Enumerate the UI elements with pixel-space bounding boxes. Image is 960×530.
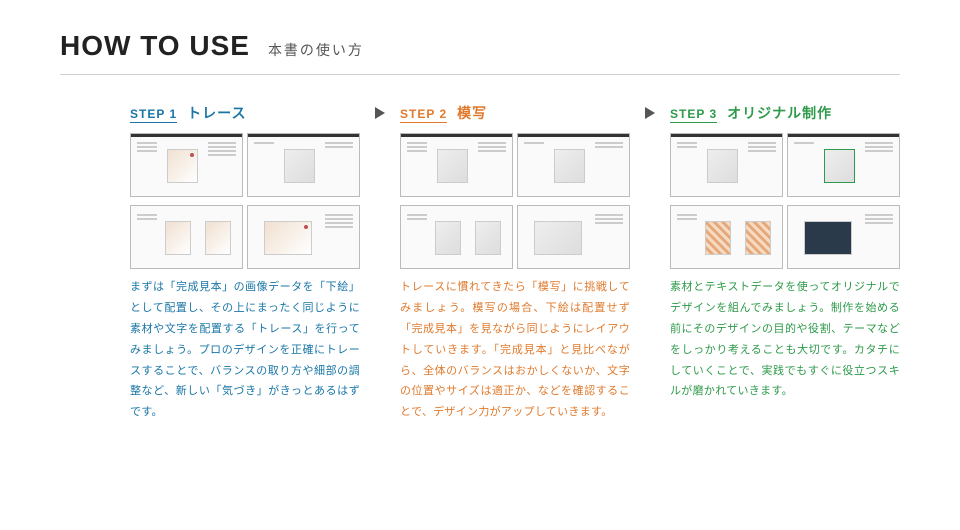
thumb: [517, 133, 630, 197]
header-title-en: HOW TO USE: [60, 30, 250, 62]
thumb: [517, 205, 630, 269]
page-header: HOW TO USE 本書の使い方: [60, 30, 900, 62]
header-title-jp: 本書の使い方: [268, 40, 364, 60]
step-1-desc: まずは「完成見本」の画像データを「下絵」として配置し、その上にまったく同じように…: [130, 277, 360, 423]
thumb: [130, 133, 243, 197]
step-2-thumbs-top: [400, 133, 630, 197]
arrow-icon: [645, 107, 655, 119]
step-3-title: オリジナル制作: [727, 103, 832, 123]
step-3-thumbs-bottom: [670, 205, 900, 269]
step-2-thumbs-bottom: [400, 205, 630, 269]
thumb: [247, 133, 360, 197]
step-2-title: 模写: [457, 103, 487, 123]
step-3-head: STEP 3 オリジナル制作: [670, 103, 900, 123]
thumb: [787, 205, 900, 269]
thumb: [400, 133, 513, 197]
header-rule: [60, 74, 900, 75]
thumb: [670, 205, 783, 269]
step-2-head: STEP 2 模写: [400, 103, 630, 123]
step-1-title: トレース: [187, 103, 246, 123]
step-1: STEP 1 トレース: [130, 103, 360, 423]
arrow-icon: [375, 107, 385, 119]
step-3-tag: STEP 3: [670, 107, 717, 123]
arrow-2: [630, 103, 670, 119]
step-2-desc: トレースに慣れてきたら「模写」に挑戦してみましょう。模写の場合、下絵は配置せず「…: [400, 277, 630, 423]
step-3: STEP 3 オリジナル制作: [670, 103, 900, 402]
thumb: [670, 133, 783, 197]
step-1-thumbs-bottom: [130, 205, 360, 269]
thumb: [247, 205, 360, 269]
thumb: [787, 133, 900, 197]
step-1-thumbs-top: [130, 133, 360, 197]
step-3-desc: 素材とテキストデータを使ってオリジナルでデザインを組んでみましょう。制作を始める…: [670, 277, 900, 402]
thumb: [130, 205, 243, 269]
arrow-1: [360, 103, 400, 119]
step-1-head: STEP 1 トレース: [130, 103, 360, 123]
steps-row: STEP 1 トレース: [130, 103, 900, 423]
step-3-thumbs-top: [670, 133, 900, 197]
step-1-tag: STEP 1: [130, 107, 177, 123]
step-2-tag: STEP 2: [400, 107, 447, 123]
step-2: STEP 2 模写: [400, 103, 630, 423]
thumb: [400, 205, 513, 269]
